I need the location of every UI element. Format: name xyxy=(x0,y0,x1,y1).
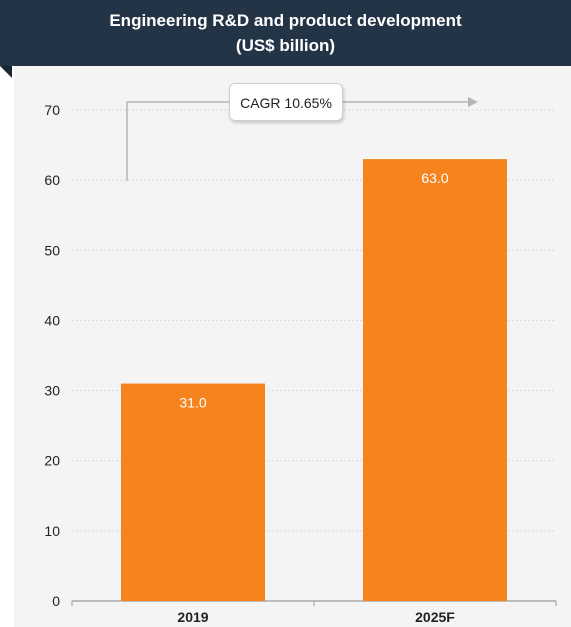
y-tick-label: 60 xyxy=(44,172,60,188)
header-fold-decoration xyxy=(0,66,12,78)
y-tick-label: 50 xyxy=(44,242,60,258)
chart-subtitle-unit: (US$ billion) xyxy=(235,36,336,55)
chart-title: Engineering R&D and product development xyxy=(109,11,462,30)
y-tick-label: 20 xyxy=(44,453,60,469)
y-tick-label: 0 xyxy=(52,593,60,609)
data-label: 31.0 xyxy=(179,395,206,411)
bar-2025f xyxy=(363,159,507,601)
y-tick-label: 40 xyxy=(44,312,60,328)
y-tick-label: 70 xyxy=(44,102,60,118)
x-tick-label: 2019 xyxy=(177,609,208,625)
cagr-arrowhead-icon xyxy=(468,97,478,107)
cagr-annotation: CAGR 10.65% xyxy=(229,83,343,121)
y-tick-label: 10 xyxy=(44,523,60,539)
cagr-connector-left xyxy=(126,101,229,181)
chart-header: Engineering R&D and product development … xyxy=(0,0,571,66)
bar-2019 xyxy=(121,383,265,601)
data-label: 63.0 xyxy=(421,170,448,186)
x-tick-label: 2025F xyxy=(415,609,455,625)
y-tick-label: 30 xyxy=(44,383,60,399)
